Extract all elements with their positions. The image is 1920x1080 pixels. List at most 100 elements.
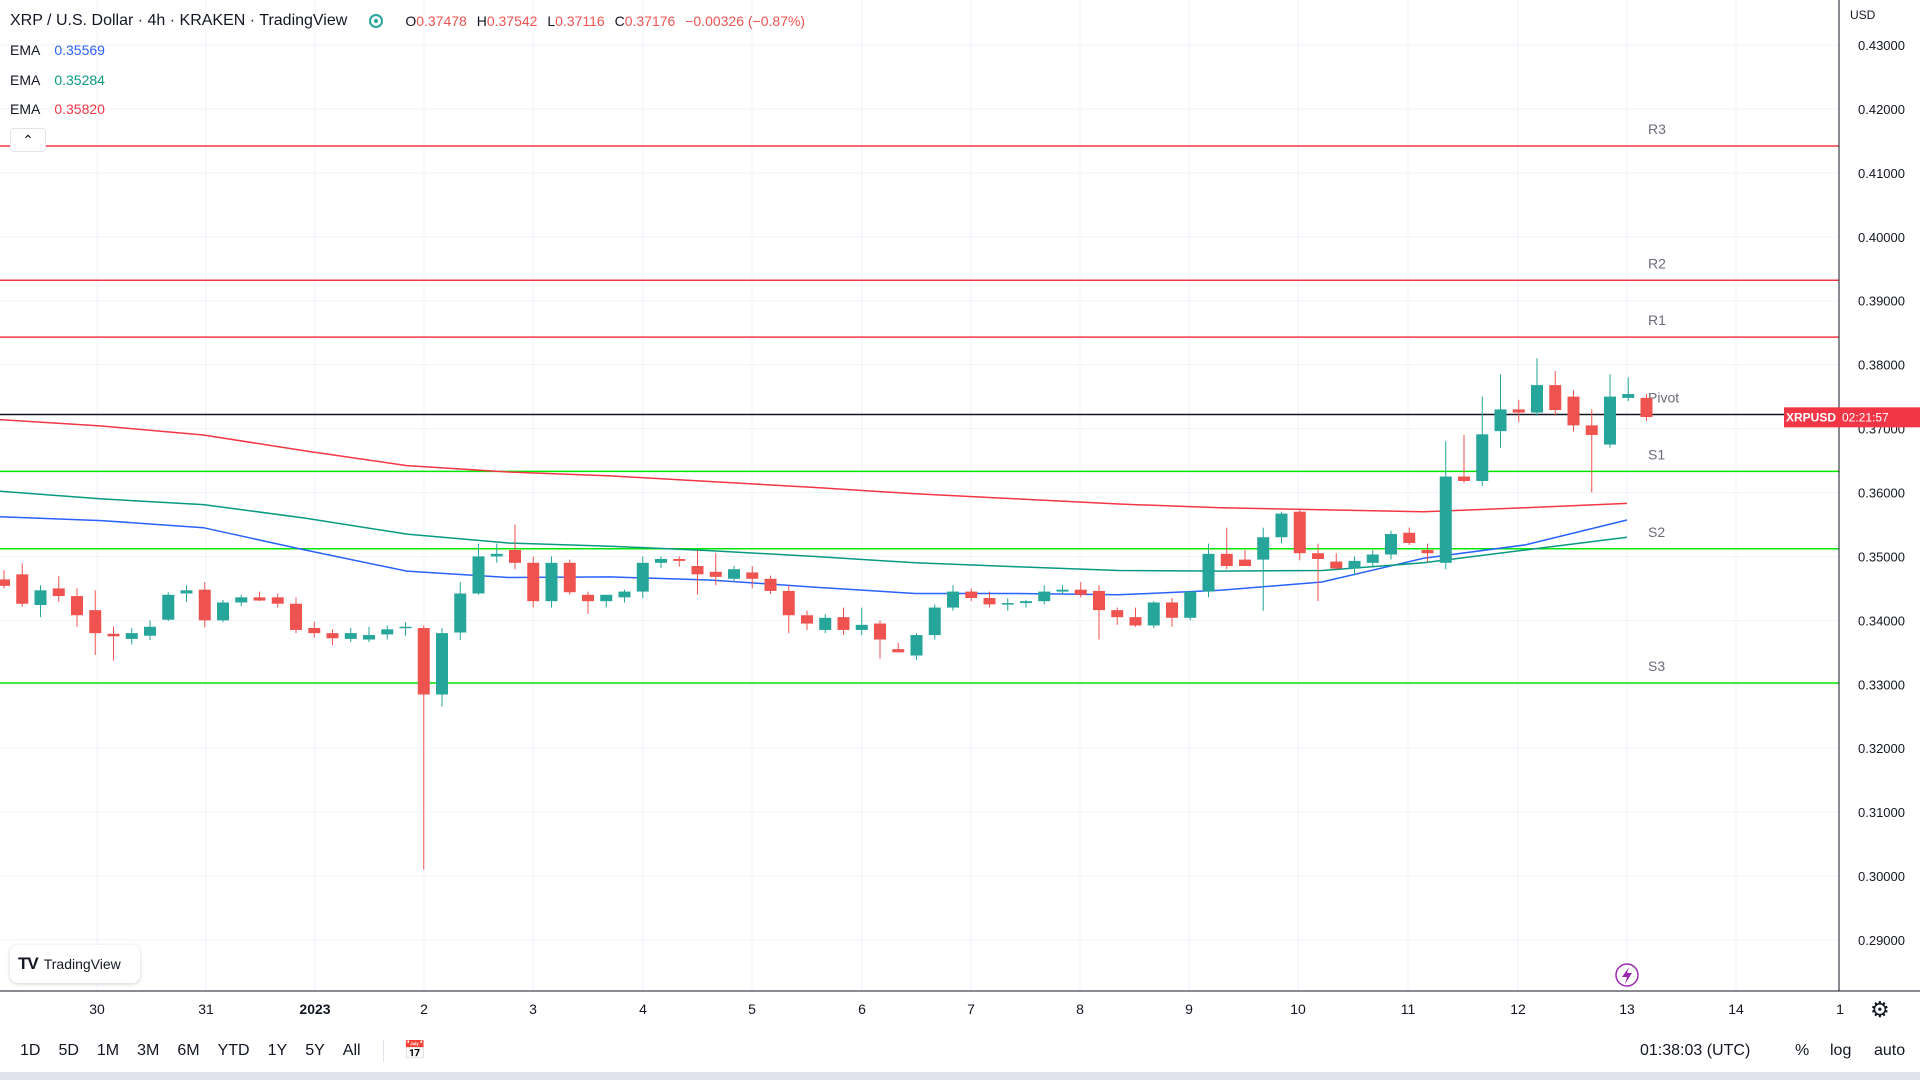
price-unit[interactable]: USD	[1850, 8, 1876, 22]
pivot-label-r3: R3	[1648, 121, 1666, 137]
price-tick-label: 0.35000	[1858, 549, 1905, 564]
percent-toggle[interactable]: %	[1795, 1041, 1810, 1059]
candle	[1312, 543, 1324, 602]
candle-body	[1348, 560, 1361, 569]
candle-body	[837, 617, 850, 630]
candle-body	[1166, 602, 1178, 618]
grid	[0, 0, 1839, 991]
candle	[509, 524, 521, 570]
price-tick-label: 0.38000	[1858, 358, 1905, 373]
pivot-label-s2: S2	[1648, 524, 1665, 540]
price-axis[interactable]: 0.43000 0.42000 0.41000 0.40000 0.39000 0.380…	[1858, 38, 1905, 948]
candle-body	[691, 566, 704, 575]
range-all-button[interactable]: All	[342, 1041, 361, 1059]
candle-body	[436, 633, 448, 695]
candle	[1293, 508, 1306, 561]
candle-body	[801, 615, 813, 624]
candle-body	[0, 579, 10, 586]
ema-legend-2[interactable]: EMA 0.35284	[10, 72, 105, 88]
candle-body	[1567, 396, 1580, 426]
calendar-icon[interactable]: 📅	[403, 1040, 426, 1060]
range-5y-button[interactable]: 5Y	[305, 1041, 325, 1059]
candle-body	[1056, 589, 1069, 592]
candle	[801, 610, 813, 630]
candle	[1202, 543, 1215, 598]
collapse-legend-button[interactable]: ⌃	[10, 128, 46, 152]
ema-line-3	[0, 418, 1628, 513]
ohlc-low-value: 0.37116	[555, 13, 605, 29]
tradingview-logo[interactable]: TV TradingView	[10, 945, 140, 983]
candle	[563, 559, 576, 595]
candle-body	[253, 597, 266, 601]
candle	[1111, 607, 1124, 625]
time-axis[interactable]: 30 31 2023 2 3 4 5 6 7 8 9 10 11 12 13 14 1	[89, 1001, 1844, 1017]
candle	[344, 628, 357, 643]
price-tick-label: 0.31000	[1858, 805, 1905, 820]
candle	[691, 550, 704, 595]
range-5d-button[interactable]: 5D	[58, 1041, 79, 1059]
utc-clock[interactable]: 01:38:03 (UTC)	[1640, 1041, 1751, 1059]
candle-body	[1147, 602, 1160, 626]
candle-body	[965, 591, 978, 598]
candle	[235, 594, 248, 607]
price-tick-label: 0.43000	[1858, 38, 1905, 53]
time-tick-label: 8	[1076, 1001, 1084, 1017]
candle-body	[1531, 385, 1543, 413]
range-1d-button[interactable]: 1D	[20, 1041, 41, 1059]
range-6m-button[interactable]: 6M	[177, 1041, 200, 1059]
range-ytd-button[interactable]: YTD	[217, 1041, 250, 1059]
candle-body	[764, 578, 777, 591]
candle	[180, 585, 193, 602]
candle	[217, 599, 229, 623]
candle-body	[1293, 511, 1306, 554]
candle-body	[1622, 394, 1635, 398]
candle	[34, 585, 47, 618]
ema-label: EMA	[10, 42, 41, 58]
last-price-badge	[1784, 407, 1920, 428]
candle	[1074, 582, 1087, 598]
candle	[89, 590, 102, 655]
candle-body	[1494, 409, 1507, 432]
candle-body	[1275, 513, 1288, 538]
candle-body	[399, 626, 412, 629]
time-tick-label: 30	[89, 1001, 105, 1017]
candles	[0, 358, 1653, 870]
candle-body	[1038, 591, 1051, 602]
candle-body	[983, 597, 996, 605]
time-tick-label: 11	[1401, 1001, 1416, 1017]
candle-body	[655, 558, 667, 563]
candle	[436, 628, 448, 707]
auto-toggle[interactable]: auto	[1874, 1041, 1906, 1059]
candle	[764, 575, 777, 595]
candle	[290, 597, 302, 634]
candle	[0, 569, 10, 589]
ema-line-1	[0, 516, 1628, 596]
range-1m-button[interactable]: 1M	[96, 1041, 120, 1059]
candle	[1129, 607, 1142, 627]
candle	[600, 594, 613, 608]
price-tick-label: 0.42000	[1858, 102, 1905, 117]
time-tick-label: 4	[639, 1001, 647, 1017]
candle	[271, 593, 284, 608]
candle	[1512, 399, 1525, 423]
time-tick-label: 6	[858, 1001, 866, 1017]
gear-icon[interactable]: ⚙	[1870, 997, 1890, 1022]
range-1y-button[interactable]: 1Y	[267, 1041, 288, 1059]
candle-body	[235, 597, 248, 603]
tradingview-logo-icon: TV	[18, 954, 39, 973]
symbol-title[interactable]: XRP / U.S. Dollar · 4h · KRAKEN · Tradin…	[10, 12, 348, 29]
log-toggle[interactable]: log	[1830, 1041, 1852, 1059]
candle-body	[71, 596, 83, 616]
candle-body	[874, 623, 886, 640]
range-3m-button[interactable]: 3M	[137, 1041, 160, 1059]
lightning-icon[interactable]	[1615, 963, 1639, 987]
market-status-icon[interactable]	[369, 14, 384, 28]
ema-legend-1[interactable]: EMA 0.35569	[10, 42, 105, 58]
candle	[1239, 550, 1251, 567]
ema-legend-3[interactable]: EMA 0.35820	[10, 101, 105, 117]
candle-body	[271, 597, 284, 604]
candle	[983, 591, 996, 608]
candle	[326, 629, 339, 646]
pivot-label-pivot: Pivot	[1648, 390, 1679, 406]
